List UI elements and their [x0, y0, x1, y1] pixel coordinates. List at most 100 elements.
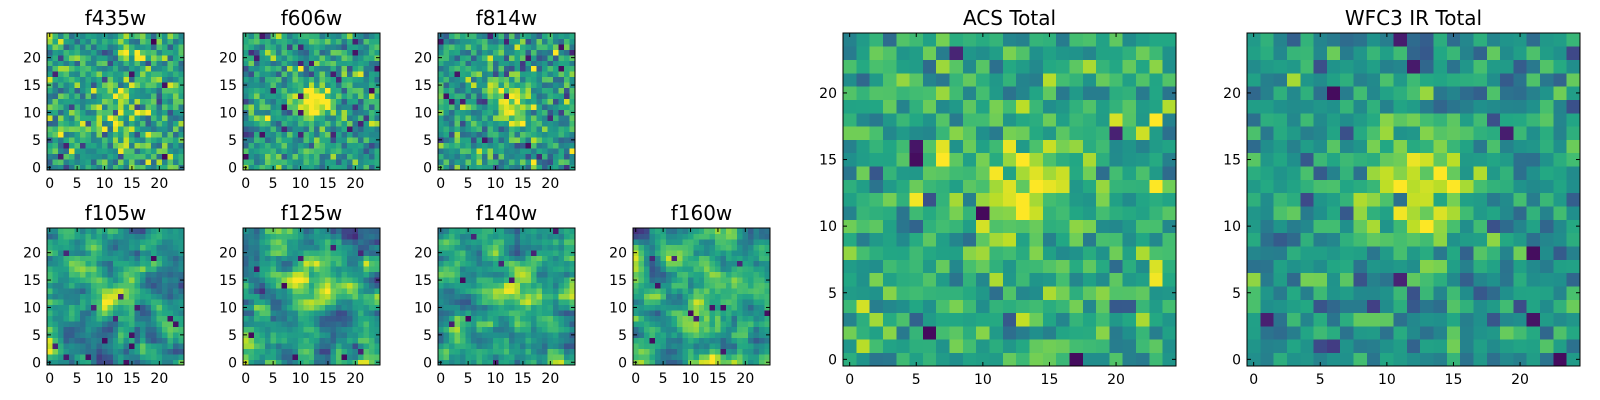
heatmap-cell: [286, 277, 293, 284]
heatmap-cell: [962, 192, 977, 207]
heatmap-cell: [96, 238, 103, 245]
heatmap-cell: [487, 288, 494, 295]
heatmap-cell: [1109, 179, 1124, 194]
heatmap-cell: [487, 148, 494, 154]
heatmap-cell: [151, 104, 157, 111]
heatmap-cell: [1149, 286, 1164, 300]
heatmap-cell: [514, 271, 521, 278]
heatmap-cell: [123, 38, 130, 45]
heatmap-cell: [665, 271, 672, 278]
heatmap-cell: [336, 159, 342, 165]
heatmap-cell: [123, 343, 130, 349]
heatmap-cell: [259, 120, 266, 127]
heatmap-cell: [325, 315, 332, 322]
heatmap-cell: [753, 288, 760, 295]
heatmap-cell: [764, 310, 771, 317]
heatmap-cell: [470, 38, 477, 45]
heatmap-cell: [248, 310, 255, 317]
heatmap-cell: [178, 142, 185, 149]
heatmap-cell: [52, 126, 59, 132]
heatmap-cell: [896, 152, 910, 167]
heatmap-cell: [448, 315, 455, 322]
heatmap-cell: [140, 131, 146, 138]
heatmap-cell: [715, 354, 722, 360]
heatmap-cell: [654, 277, 661, 284]
heatmap-cell: [74, 76, 81, 83]
heatmap-cell: [492, 120, 499, 127]
heatmap-cell: [129, 332, 136, 338]
heatmap-cell: [145, 49, 152, 56]
heatmap-cell: [520, 321, 527, 327]
heatmap-cell: [259, 271, 266, 278]
heatmap-cell: [259, 228, 266, 234]
heatmap-cell: [167, 82, 174, 89]
heatmap-cell: [492, 159, 499, 165]
heatmap-cell: [514, 354, 521, 360]
heatmap-cell: [660, 299, 667, 306]
heatmap-cell: [481, 293, 488, 300]
heatmap-cell: [303, 304, 310, 311]
heatmap-cell: [79, 159, 86, 165]
heatmap-cell: [1056, 232, 1070, 247]
heatmap-cell: [693, 310, 700, 317]
heatmap-cell: [167, 343, 174, 349]
heatmap-cell: [145, 238, 152, 245]
heatmap-cell: [319, 87, 326, 94]
heatmap-cell: [68, 49, 75, 56]
heatmap-cell: [542, 104, 548, 111]
heatmap-cell: [720, 326, 727, 333]
heatmap-cell: [129, 293, 136, 300]
heatmap-cell: [470, 271, 477, 278]
heatmap-cell: [292, 164, 299, 171]
heatmap-cell: [336, 60, 342, 67]
heatmap-cell: [976, 179, 990, 194]
heatmap-cell: [558, 38, 565, 45]
heatmap-cell: [654, 228, 661, 234]
heatmap-cell: [687, 343, 694, 349]
heatmap-cell: [112, 310, 119, 317]
heatmap-cell: [536, 271, 543, 278]
heatmap-cell: [292, 148, 299, 154]
heatmap-cell: [264, 255, 271, 262]
heatmap-cell: [107, 104, 114, 111]
heatmap-cell: [112, 82, 119, 89]
heatmap-cell: [259, 299, 266, 306]
heatmap-cell: [145, 315, 152, 322]
heatmap-cell: [487, 49, 494, 56]
heatmap-cell: [63, 304, 70, 311]
heatmap-cell: [178, 321, 185, 327]
heatmap-cell: [709, 282, 716, 289]
heatmap-cell: [438, 310, 444, 317]
heatmap-cell: [698, 255, 705, 262]
heatmap-cell: [509, 65, 516, 72]
heatmap-cell: [536, 359, 543, 366]
heatmap-cell: [737, 277, 743, 284]
heatmap-cell: [358, 359, 364, 366]
heatmap-cell: [275, 93, 282, 100]
heatmap-cell: [448, 238, 455, 245]
heatmap-cell: [481, 238, 488, 245]
heatmap-cell: [498, 277, 505, 284]
heatmap-cell: [96, 60, 103, 67]
heatmap-cell: [52, 310, 59, 317]
heatmap-cell: [459, 109, 466, 116]
heatmap-cell: [336, 153, 342, 160]
heatmap-cell: [286, 93, 293, 100]
heatmap-cell: [514, 348, 521, 355]
heatmap-cell: [129, 49, 136, 56]
heatmap-cell: [704, 354, 711, 360]
y-tick-label: 0: [32, 355, 41, 371]
heatmap-cell: [649, 354, 656, 360]
heatmap-cell: [314, 233, 321, 240]
heatmap-cell: [856, 166, 870, 180]
heatmap-cell: [1056, 192, 1070, 207]
heatmap-cell: [369, 321, 375, 327]
heatmap-cell: [715, 326, 722, 333]
heatmap-cell: [547, 310, 554, 317]
heatmap-cell: [569, 142, 576, 149]
heatmap-cell: [68, 315, 75, 322]
heatmap-cell: [438, 238, 444, 245]
heatmap-cell: [63, 109, 70, 116]
heatmap-cell: [503, 49, 510, 56]
y-tick-label: 20: [414, 51, 432, 67]
